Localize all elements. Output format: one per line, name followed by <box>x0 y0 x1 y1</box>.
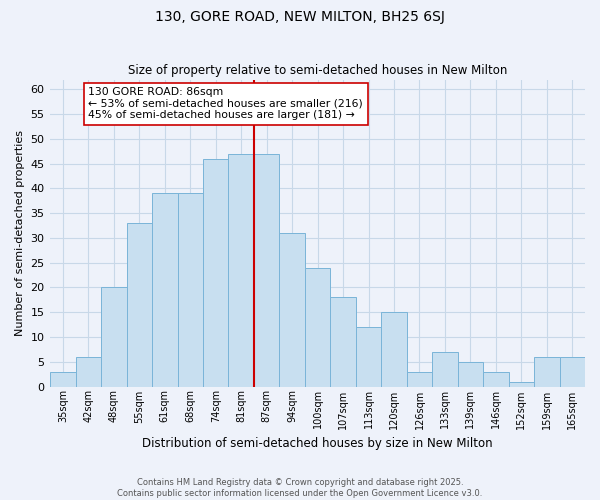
Text: Contains HM Land Registry data © Crown copyright and database right 2025.
Contai: Contains HM Land Registry data © Crown c… <box>118 478 482 498</box>
Bar <box>101 288 127 386</box>
Bar <box>432 352 458 386</box>
Bar <box>229 154 254 386</box>
Bar <box>50 372 76 386</box>
Bar <box>407 372 432 386</box>
Text: 130 GORE ROAD: 86sqm
← 53% of semi-detached houses are smaller (216)
45% of semi: 130 GORE ROAD: 86sqm ← 53% of semi-detac… <box>88 87 363 120</box>
Bar <box>127 223 152 386</box>
Bar <box>356 327 381 386</box>
Bar <box>331 298 356 386</box>
Bar <box>152 194 178 386</box>
Bar <box>254 154 280 386</box>
X-axis label: Distribution of semi-detached houses by size in New Milton: Distribution of semi-detached houses by … <box>142 437 493 450</box>
Bar <box>305 268 331 386</box>
Bar <box>560 357 585 386</box>
Bar <box>76 357 101 386</box>
Y-axis label: Number of semi-detached properties: Number of semi-detached properties <box>15 130 25 336</box>
Bar <box>483 372 509 386</box>
Bar <box>381 312 407 386</box>
Text: 130, GORE ROAD, NEW MILTON, BH25 6SJ: 130, GORE ROAD, NEW MILTON, BH25 6SJ <box>155 10 445 24</box>
Bar <box>509 382 534 386</box>
Bar <box>458 362 483 386</box>
Bar <box>280 233 305 386</box>
Title: Size of property relative to semi-detached houses in New Milton: Size of property relative to semi-detach… <box>128 64 508 77</box>
Bar <box>534 357 560 386</box>
Bar <box>178 194 203 386</box>
Bar <box>203 159 229 386</box>
